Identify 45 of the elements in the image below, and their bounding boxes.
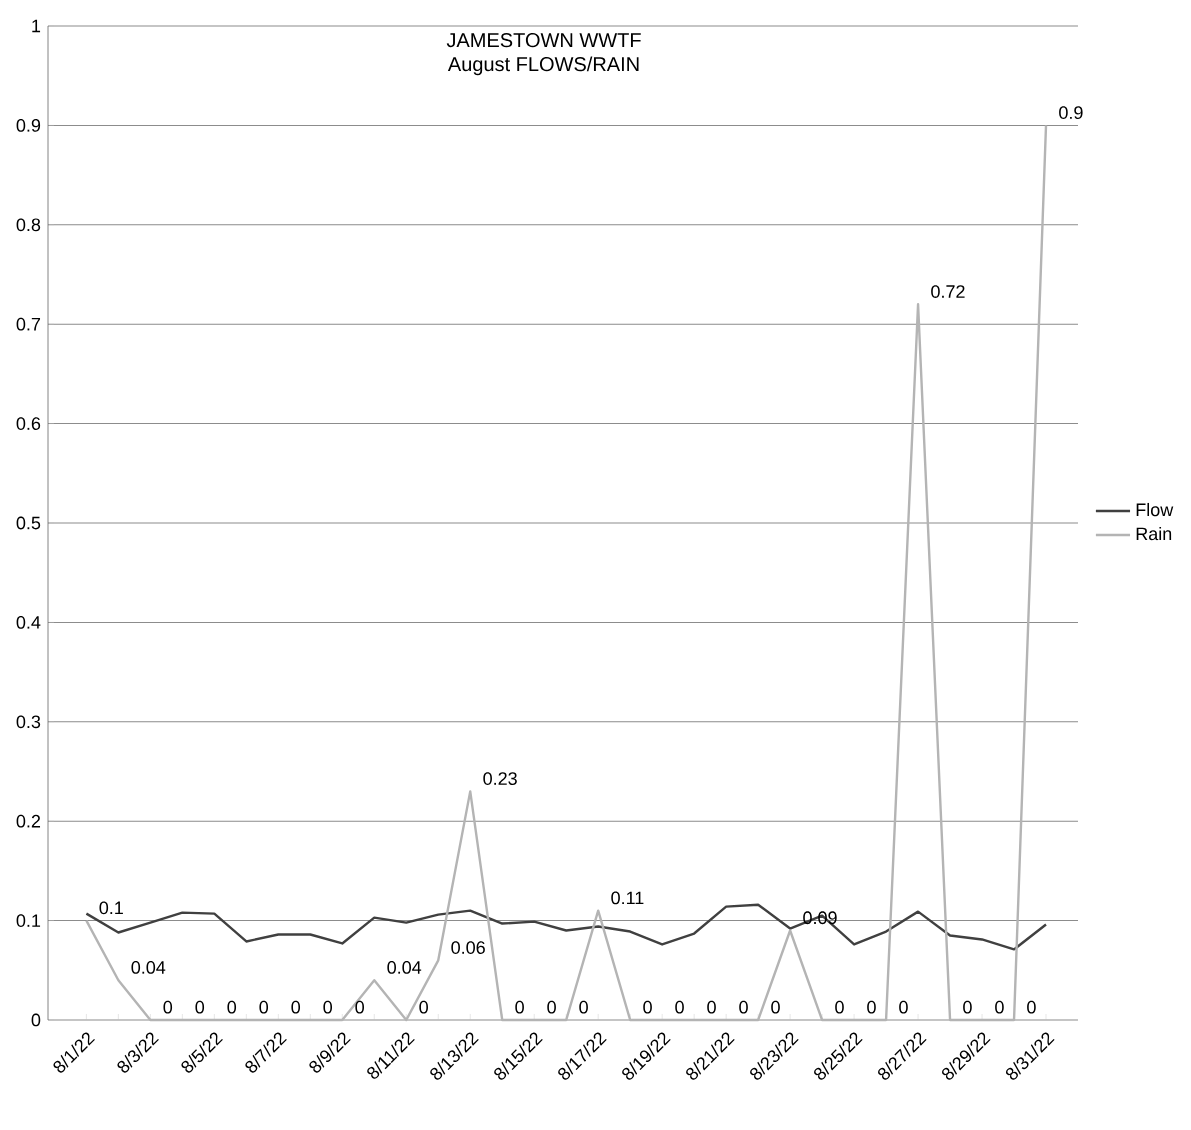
data-label: 0.9 [1059, 106, 1083, 119]
data-label: 0 [899, 1000, 908, 1014]
data-label: 0 [707, 1000, 716, 1014]
legend-label: Flow [1136, 502, 1174, 517]
y-tick-label: 0.8 [16, 218, 41, 232]
y-tick-label: 0.5 [16, 516, 41, 530]
data-label: 0 [643, 1000, 652, 1014]
data-label: 0.1 [99, 901, 123, 915]
data-label: 0 [227, 1000, 237, 1014]
y-tick-label: 0.9 [16, 119, 41, 132]
legend-label: Rain [1136, 526, 1172, 541]
data-label: 0 [867, 1000, 876, 1014]
data-label: 0 [259, 1000, 269, 1014]
data-label: 0 [291, 1000, 301, 1014]
chart-title: JAMESTOWN WWTF [446, 33, 641, 48]
data-label: 0 [419, 1000, 428, 1014]
data-label: 0 [995, 1000, 1004, 1014]
data-label: 0.23 [483, 772, 517, 785]
data-label: 0.04 [131, 961, 166, 974]
data-label: 0.72 [931, 285, 965, 298]
data-label: 0 [515, 1000, 524, 1014]
data-label: 0 [579, 1000, 588, 1014]
data-label: 0 [963, 1000, 972, 1014]
y-tick-label: 0.4 [16, 616, 41, 629]
y-tick-label: 0 [31, 1013, 41, 1027]
data-label: 0 [675, 1000, 684, 1014]
data-label: 0 [739, 1000, 748, 1014]
y-tick-label: 0.2 [16, 814, 41, 828]
text: August FLOWS/RAIN [447, 56, 639, 76]
data-label: 0 [163, 1000, 173, 1014]
y-tick-label: 1 [32, 19, 41, 33]
data-label: 0 [771, 1000, 780, 1014]
data-label: 0 [1027, 1000, 1036, 1014]
data-label: 0 [835, 1000, 844, 1014]
y-tick-label: 0.3 [16, 715, 41, 729]
data-label: 0 [355, 1000, 365, 1014]
data-label: 0.04 [387, 961, 422, 974]
y-tick-label: 0.6 [16, 417, 41, 430]
y-tick-label: 0.1 [16, 914, 41, 927]
data-label: 0 [547, 1000, 556, 1014]
y-tick-label: 0.7 [16, 317, 41, 331]
data-label: 0 [195, 1000, 205, 1014]
data-label: 0.06 [451, 941, 485, 954]
data-label: 0 [323, 1000, 333, 1014]
data-label: 0.11 [611, 891, 644, 905]
